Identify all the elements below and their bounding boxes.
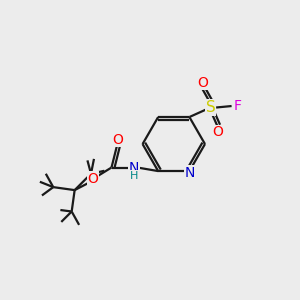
Text: O: O <box>197 76 208 90</box>
Text: O: O <box>212 125 223 140</box>
Text: O: O <box>112 133 124 147</box>
Text: H: H <box>130 171 138 181</box>
Text: N: N <box>129 160 139 175</box>
Text: F: F <box>233 99 242 113</box>
Text: S: S <box>206 100 216 115</box>
Text: N: N <box>185 166 195 180</box>
Text: O: O <box>88 172 98 186</box>
